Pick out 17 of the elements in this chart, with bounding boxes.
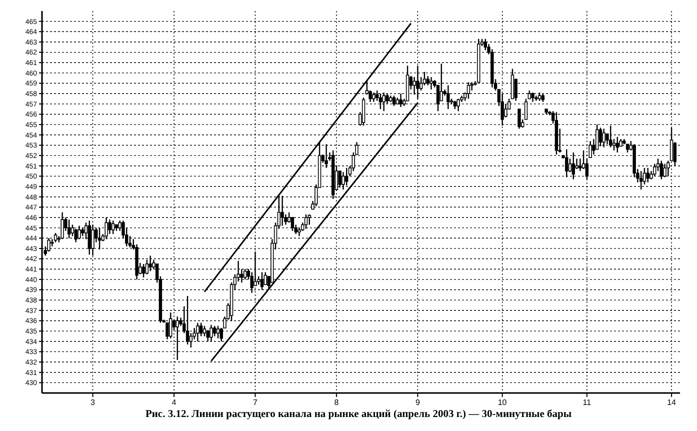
- candlestick: [54, 232, 58, 243]
- x-tick-label: 3: [90, 398, 96, 407]
- candlestick: [118, 220, 122, 232]
- candlestick: [430, 76, 433, 90]
- x-tick-label: 14: [667, 398, 677, 407]
- candlestick: [213, 325, 216, 337]
- candlestick: [426, 75, 430, 86]
- x-tick-label: 4: [172, 398, 177, 407]
- candlestick: [578, 158, 582, 172]
- x-tick-label: 10: [498, 398, 508, 407]
- candlestick: [646, 167, 650, 183]
- x-tick-label: 9: [415, 398, 420, 407]
- x-tick-label: 11: [582, 398, 592, 407]
- x-tick-label: 8: [334, 398, 340, 407]
- candlestick: [456, 98, 460, 112]
- x-tick-label: 7: [253, 398, 258, 407]
- text: Рис. 3.12. Линии растущего канала на рынке акций (апрель 2003 г.) — 30-минутные бары: [145, 409, 572, 420]
